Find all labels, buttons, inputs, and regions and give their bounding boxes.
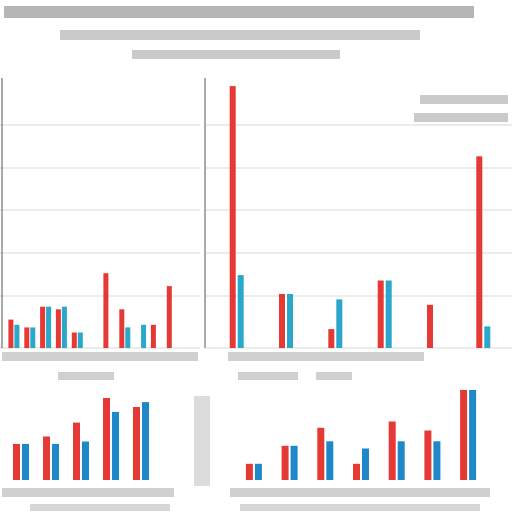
bar-red-6 [424, 430, 432, 480]
bar-red-3 [73, 422, 80, 480]
tick-labels-top-left [2, 352, 198, 361]
bar-red-2 [43, 436, 50, 480]
legend-block [414, 95, 508, 122]
bar-red-4 [103, 398, 110, 480]
tick-labels-top-right [228, 352, 424, 361]
chart-panel-bottom-left [13, 398, 149, 480]
bar-blue-3 [82, 441, 89, 480]
bar-blue-5 [142, 402, 149, 480]
bar-red-11 [166, 286, 172, 348]
bar-red-7 [460, 390, 468, 480]
bar-red-2 [281, 445, 289, 480]
bar-blue-2 [290, 445, 298, 480]
bar-teal-6 [484, 326, 491, 348]
bar-red-1 [13, 443, 20, 480]
title-line-2 [60, 30, 420, 40]
bar-blue-1 [22, 443, 29, 480]
bar-teal-5 [77, 332, 83, 348]
bar-blue-2 [52, 443, 59, 480]
side-labels-bottom-left [194, 396, 210, 486]
bar-red-5 [388, 421, 396, 480]
chart-panel-top-left [0, 78, 200, 349]
bar-red-2 [279, 294, 285, 348]
title-line-1 [4, 6, 474, 18]
legend-line-1 [420, 95, 508, 104]
bar-red-10 [150, 324, 156, 348]
axis-label-bottom-right [240, 504, 480, 511]
bar-red-5 [133, 407, 140, 480]
bar-teal-4 [385, 280, 392, 348]
tick-label-block [2, 352, 490, 511]
bar-red-6 [476, 156, 483, 348]
bar-teal-1 [237, 275, 244, 348]
bar-blue-4 [112, 411, 119, 480]
axis-label-top-right-b [316, 372, 352, 380]
title-block [4, 6, 474, 59]
bar-teal-2 [30, 327, 36, 348]
bar-teal-2 [287, 294, 293, 348]
chart-panel-top-right [204, 78, 512, 349]
bar-teal-8 [125, 327, 131, 348]
bar-red-3 [317, 427, 325, 480]
bar-red-4 [353, 463, 360, 480]
bar-red-4 [55, 309, 61, 348]
axis-label-top-left [58, 372, 114, 380]
bar-teal-3 [46, 306, 52, 348]
bar-red-2 [24, 327, 30, 348]
bar-red-7 [103, 273, 109, 348]
bar-red-4 [377, 280, 384, 348]
bar-teal-4 [61, 306, 67, 348]
title-line-3 [132, 50, 340, 59]
bar-red-1 [8, 319, 14, 348]
bar-red-1 [229, 86, 236, 348]
chart-panel-bottom-right [245, 390, 477, 480]
bar-red-3 [328, 329, 335, 348]
bar-teal-3 [336, 299, 343, 348]
bar-blue-6 [433, 441, 441, 480]
legend-line-2 [414, 113, 508, 122]
tick-labels-bottom-right [230, 488, 490, 497]
bar-teal-9 [141, 324, 147, 348]
bar-red-3 [40, 306, 46, 348]
bar-blue-3 [326, 441, 334, 480]
bar-blue-7 [469, 390, 477, 480]
bar-red-1 [245, 463, 253, 480]
bar-blue-5 [397, 441, 405, 480]
bar-blue-1 [254, 463, 262, 480]
tick-labels-bottom-left [2, 488, 174, 497]
axis-label-top-right [238, 372, 298, 380]
bar-red-8 [119, 309, 125, 348]
axis-label-bottom-left [30, 504, 170, 511]
bar-teal-1 [14, 324, 20, 348]
bar-red-5 [427, 304, 433, 348]
bar-blue-4 [362, 448, 369, 480]
bar-red-5 [71, 332, 77, 348]
